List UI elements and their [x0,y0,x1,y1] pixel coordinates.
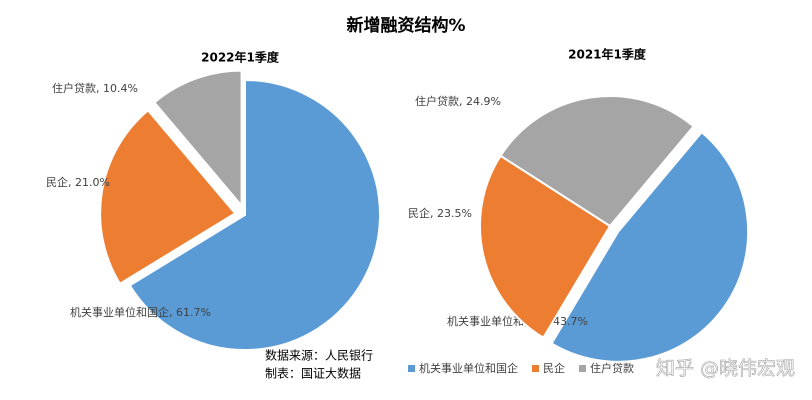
legend-swatch [579,365,586,372]
source-line: 制表：国证大数据 [265,366,361,381]
source-line: 数据来源：人民银行 [265,348,373,363]
data-label: 住户贷款, 10.4% [52,81,138,95]
pie-title: 2022年1季度 [201,50,280,65]
legend-swatch [408,365,415,372]
pie-slice [479,154,612,340]
legend-label: 住户贷款 [590,361,634,375]
legend-swatch [532,365,539,372]
legend-label: 机关事业单位和国企 [419,361,518,375]
pie-slice [550,130,750,363]
data-label: 民企, 23.5% [408,206,472,220]
pie-slice [499,95,695,228]
pie-slice [128,78,381,351]
legend-label: 民企 [543,361,565,375]
watermark: 知乎 @晓伟宏观 [656,358,795,380]
pie-slice [152,69,243,209]
data-label: 机关事业单位和国企, 61.7% [70,305,211,319]
pie-title: 2021年1季度 [568,47,647,62]
pie-slice [99,108,237,286]
data-label: 住户贷款, 24.9% [415,94,501,108]
data-label: 民企, 21.0% [46,175,110,189]
chart-title: 新增融资结构% [346,15,465,36]
